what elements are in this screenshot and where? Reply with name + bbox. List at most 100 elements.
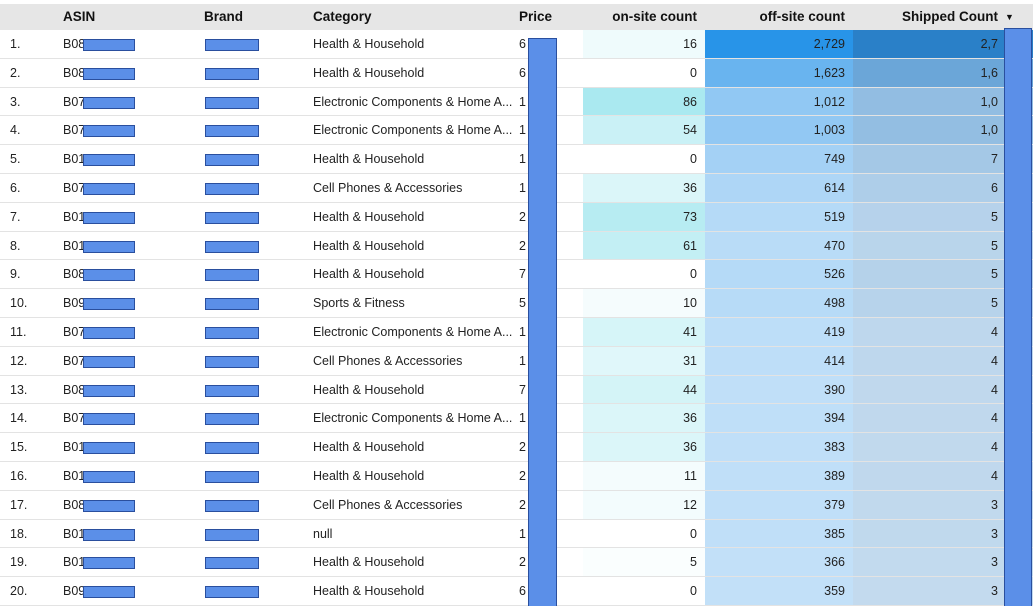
- offsite-count: 1,003: [813, 123, 845, 138]
- rank: 10.: [10, 296, 28, 311]
- shipped-count: 4: [991, 440, 998, 455]
- category: Cell Phones & Accessories: [313, 497, 463, 512]
- header-shipped[interactable]: Shipped Count: [902, 9, 998, 24]
- redaction: [83, 586, 135, 599]
- rank: 7.: [10, 209, 21, 224]
- header-offsite[interactable]: off-site count: [759, 9, 846, 24]
- asin: B08: [63, 65, 86, 80]
- category: Electronic Components & Home A...: [313, 123, 513, 138]
- rank: 15.: [10, 440, 28, 455]
- onsite-count: 0: [690, 65, 697, 80]
- header-asin[interactable]: ASIN: [63, 9, 96, 24]
- header-onsite[interactable]: on-site count: [612, 9, 697, 24]
- offsite-count: 366: [824, 555, 845, 570]
- shipped-bg: [853, 548, 1033, 578]
- shipped-count: 4: [991, 469, 998, 483]
- row-separator: [0, 461, 1033, 462]
- row-separator: [0, 288, 1033, 290]
- shipped-bg: [853, 375, 1033, 405]
- redaction: [83, 183, 135, 195]
- category: Health & Household: [313, 440, 425, 455]
- onsite-count: 36: [683, 181, 697, 195]
- onsite-count: 61: [683, 238, 697, 253]
- onsite-count: 12: [683, 497, 697, 512]
- offsite-count: 389: [824, 469, 845, 483]
- redaction: [205, 557, 259, 570]
- asin: B07: [63, 325, 86, 339]
- rank: 20.: [10, 584, 28, 599]
- shipped-bg: [853, 145, 1033, 174]
- redaction: [205, 269, 259, 282]
- offsite-bg: [705, 87, 853, 117]
- category: Health & Household: [313, 238, 425, 253]
- offsite-bg: [705, 519, 853, 549]
- offsite-count: 414: [824, 353, 845, 368]
- price: 2: [519, 469, 526, 483]
- asin: B08: [63, 497, 86, 512]
- redaction: [205, 240, 259, 253]
- asin: B01: [63, 440, 86, 455]
- sort-icon[interactable]: ▼: [1005, 12, 1014, 22]
- redaction: [83, 327, 135, 339]
- row-separator: [0, 403, 1033, 405]
- redaction: [83, 154, 135, 167]
- shipped-bg: [853, 577, 1033, 606]
- redaction: [83, 67, 135, 80]
- row-separator: [0, 230, 1033, 232]
- shipped-bg: [853, 202, 1033, 232]
- category: Health & Household: [313, 152, 425, 167]
- category: Cell Phones & Accessories: [313, 181, 463, 195]
- row-separator: [0, 259, 1033, 261]
- shipped-count: 4: [991, 353, 998, 368]
- offsite-bg: [705, 260, 853, 290]
- offsite-bg: [705, 548, 853, 578]
- offsite-bg: [705, 375, 853, 405]
- rank: 17.: [10, 497, 28, 512]
- rank: 3.: [10, 94, 21, 109]
- price: 1: [519, 94, 526, 109]
- offsite-bg: [705, 462, 853, 491]
- shipped-count: 1,0: [980, 94, 998, 109]
- shipped-count: 7: [991, 152, 998, 167]
- row-separator: [0, 576, 1033, 578]
- offsite-bg: [705, 145, 853, 174]
- redaction: [205, 211, 259, 224]
- shipped-count: 6: [991, 181, 998, 195]
- rank: 16.: [10, 469, 28, 483]
- asin: B07: [63, 353, 86, 368]
- shipped-bg: [853, 87, 1033, 117]
- header-price[interactable]: Price: [519, 9, 553, 24]
- row-separator: [0, 86, 1033, 88]
- header-brand[interactable]: Brand: [204, 9, 244, 24]
- asin: B01: [63, 555, 86, 570]
- header-category[interactable]: Category: [313, 9, 372, 24]
- offsite-count: 394: [824, 411, 845, 426]
- price: 7: [519, 267, 526, 282]
- redaction: [1004, 28, 1032, 606]
- offsite-count: 470: [824, 238, 845, 253]
- offsite-count: 1,012: [813, 94, 845, 109]
- redaction: [83, 240, 135, 253]
- onsite-bg: [583, 116, 705, 146]
- price: 6: [519, 65, 526, 80]
- shipped-count: 5: [991, 296, 998, 311]
- category: Health & Household: [313, 584, 425, 599]
- onsite-bg: [583, 202, 705, 232]
- offsite-count: 379: [824, 497, 845, 512]
- shipped-bg: [853, 289, 1033, 318]
- offsite-bg: [705, 433, 853, 462]
- shipped-count: 4: [991, 325, 998, 339]
- shipped-count: 3: [991, 555, 998, 570]
- rank: 5.: [10, 152, 21, 167]
- onsite-count: 10: [683, 296, 697, 311]
- shipped-count: 2,7: [980, 37, 998, 51]
- onsite-count: 0: [690, 152, 697, 167]
- shipped-count: 3: [991, 526, 998, 541]
- price: 6: [519, 37, 526, 51]
- redaction: [205, 586, 259, 599]
- row-separator: [0, 374, 1033, 376]
- category: Cell Phones & Accessories: [313, 353, 463, 368]
- category: Health & Household: [313, 267, 425, 282]
- rank: 11.: [10, 325, 27, 339]
- price: 1: [519, 411, 526, 426]
